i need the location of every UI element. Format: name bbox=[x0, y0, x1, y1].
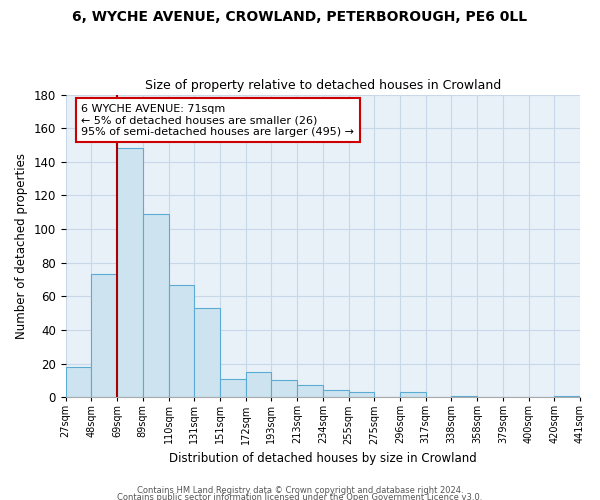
Bar bbox=[400, 392, 425, 397]
Bar bbox=[554, 396, 580, 397]
Y-axis label: Number of detached properties: Number of detached properties bbox=[15, 153, 28, 339]
Text: 6 WYCHE AVENUE: 71sqm
← 5% of detached houses are smaller (26)
95% of semi-detac: 6 WYCHE AVENUE: 71sqm ← 5% of detached h… bbox=[81, 104, 354, 137]
Bar bbox=[65, 367, 91, 397]
Bar bbox=[297, 386, 323, 397]
Bar bbox=[143, 214, 169, 397]
Bar bbox=[245, 372, 271, 397]
Bar bbox=[451, 396, 477, 397]
Bar bbox=[117, 148, 143, 397]
Bar bbox=[194, 308, 220, 397]
X-axis label: Distribution of detached houses by size in Crowland: Distribution of detached houses by size … bbox=[169, 452, 477, 465]
Bar bbox=[349, 392, 374, 397]
Text: 6, WYCHE AVENUE, CROWLAND, PETERBOROUGH, PE6 0LL: 6, WYCHE AVENUE, CROWLAND, PETERBOROUGH,… bbox=[73, 10, 527, 24]
Text: Contains public sector information licensed under the Open Government Licence v3: Contains public sector information licen… bbox=[118, 494, 482, 500]
Title: Size of property relative to detached houses in Crowland: Size of property relative to detached ho… bbox=[145, 79, 501, 92]
Bar bbox=[220, 378, 245, 397]
Text: Contains HM Land Registry data © Crown copyright and database right 2024.: Contains HM Land Registry data © Crown c… bbox=[137, 486, 463, 495]
Bar bbox=[169, 284, 194, 397]
Bar bbox=[271, 380, 297, 397]
Bar bbox=[91, 274, 117, 397]
Bar bbox=[323, 390, 349, 397]
